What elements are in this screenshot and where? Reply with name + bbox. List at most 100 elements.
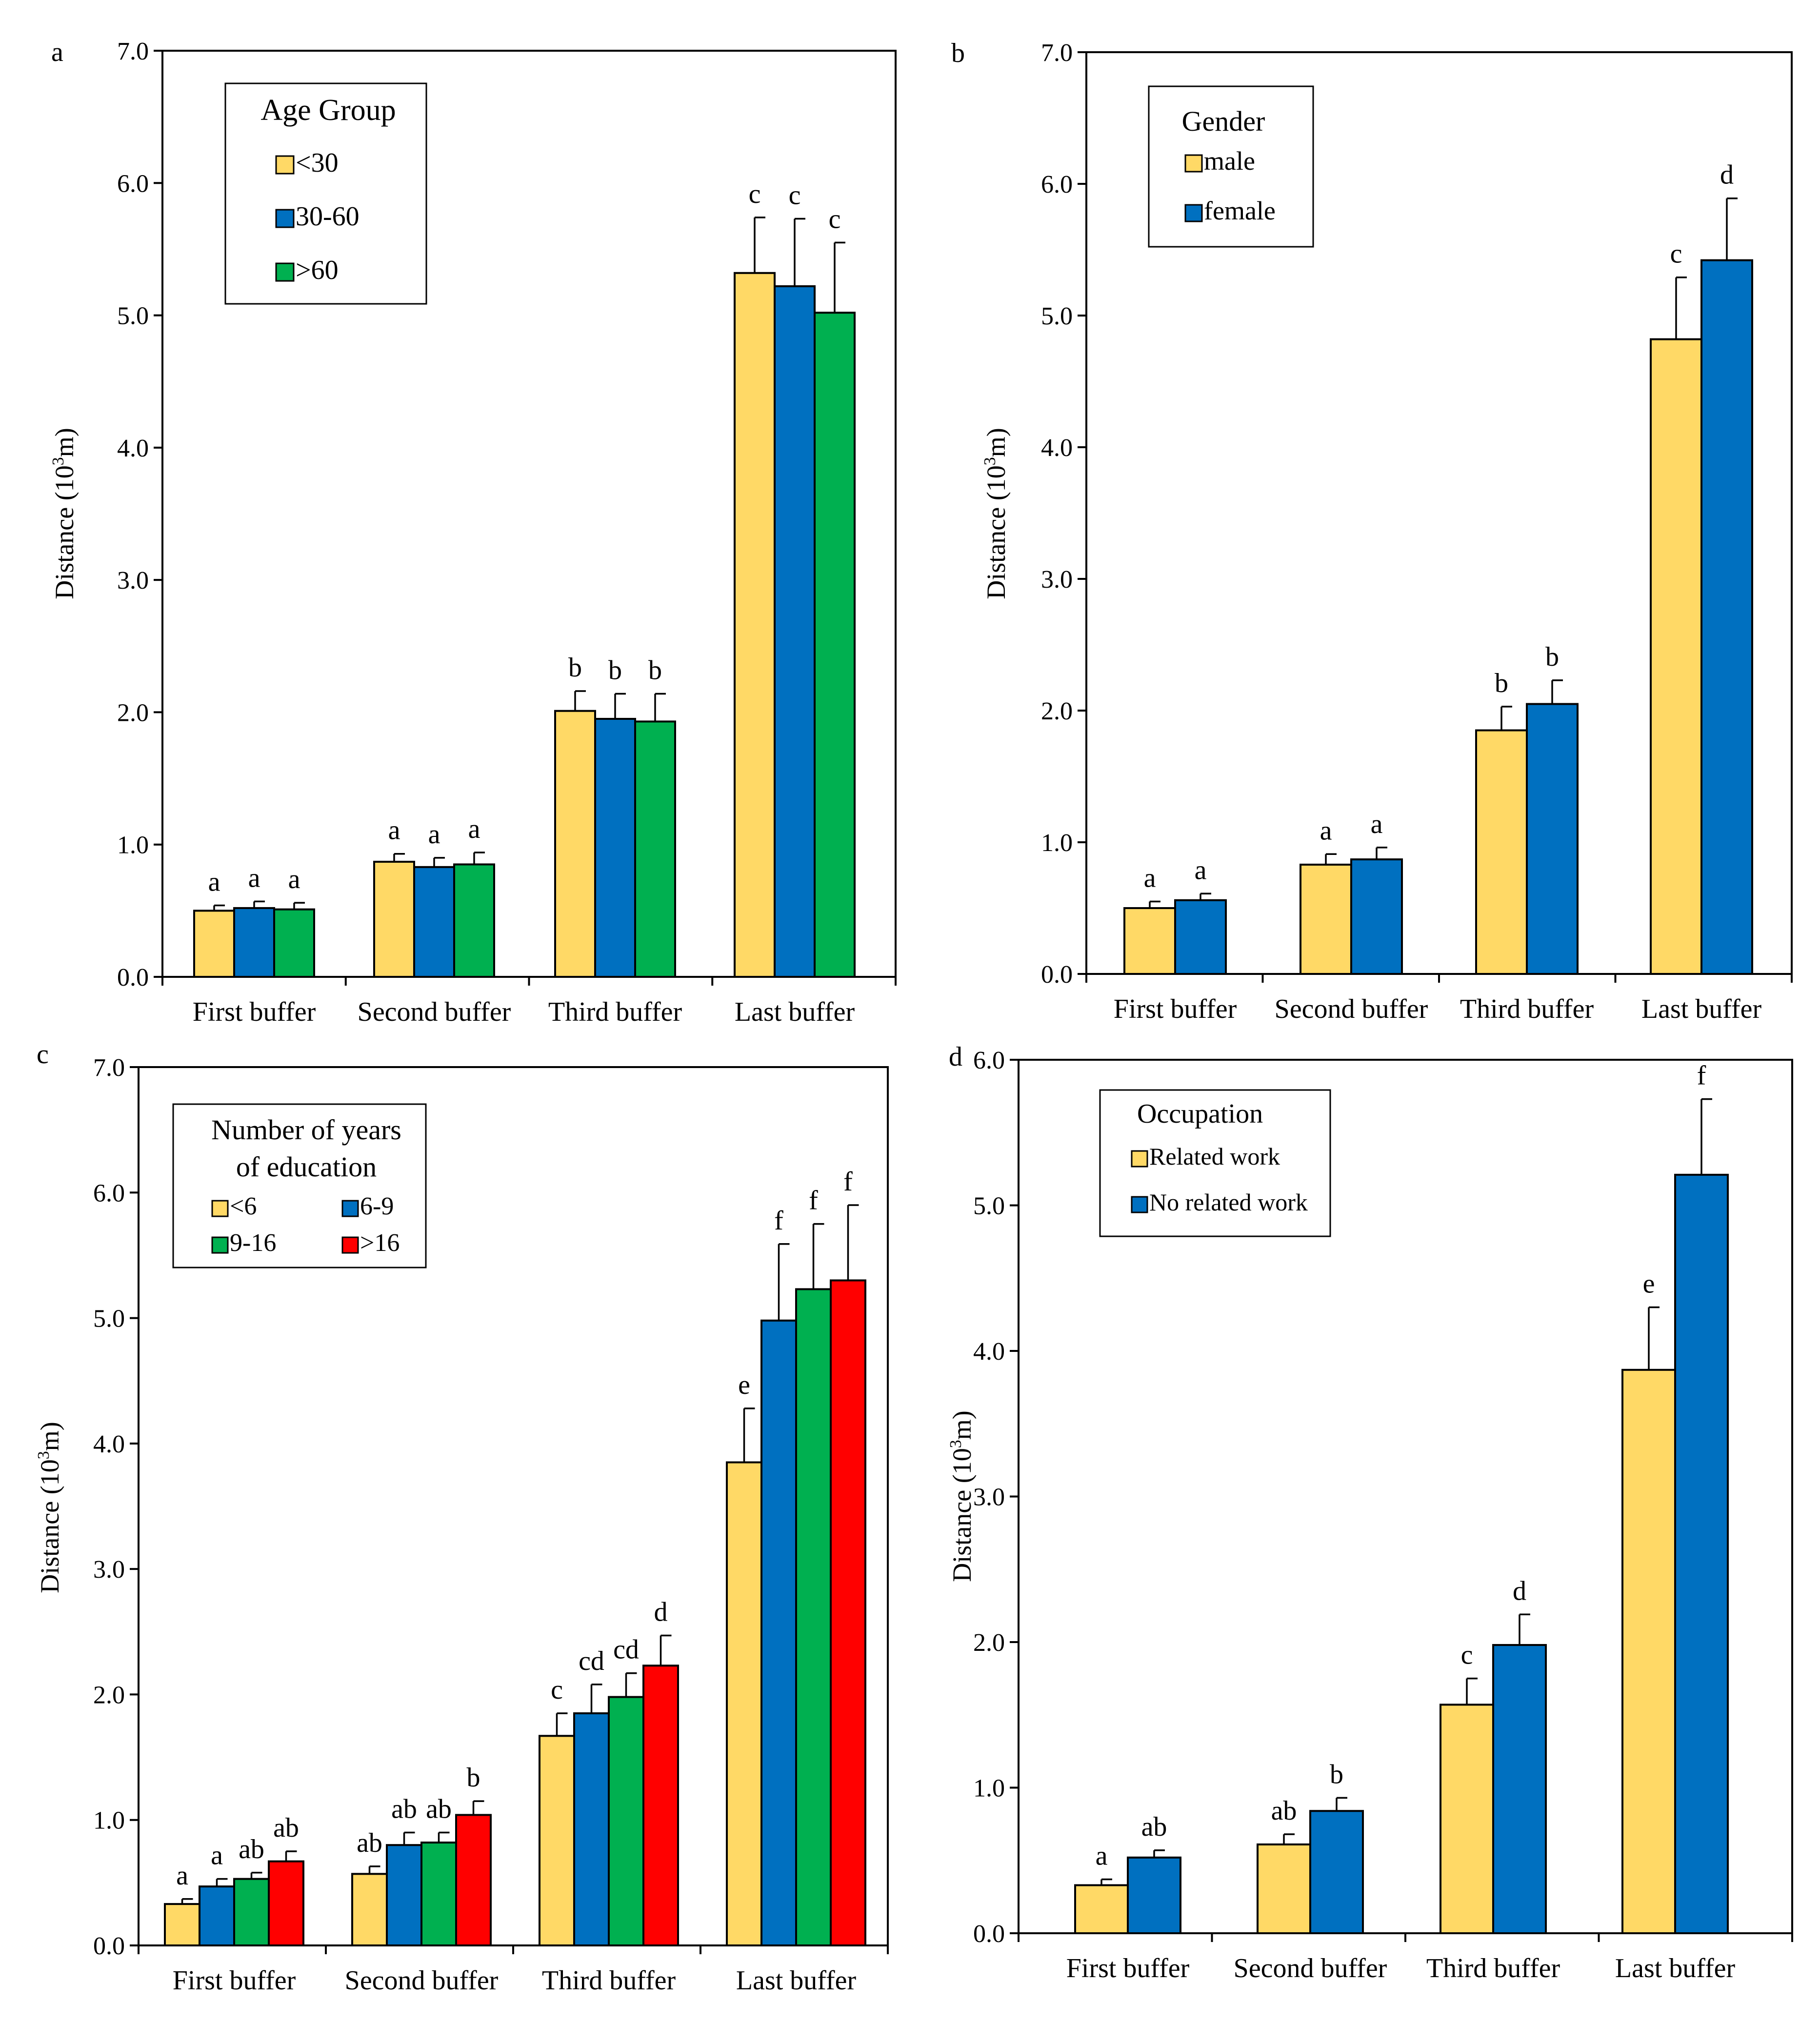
- data-label: a: [468, 814, 480, 844]
- x-tick-label: Last buffer: [1615, 1953, 1736, 1983]
- data-label: ab: [1141, 1812, 1167, 1842]
- legend-swatch: [1131, 1196, 1148, 1213]
- data-label: b: [568, 653, 582, 683]
- legend-swatch: [275, 155, 295, 175]
- y-tick-label: 6.0: [117, 170, 149, 198]
- data-label: a: [388, 815, 400, 846]
- y-tick-label: 0.0: [93, 1932, 125, 1960]
- bar: [1123, 907, 1176, 975]
- y-axis-label-sup: 3: [947, 1440, 965, 1448]
- legend-swatch: [1184, 204, 1203, 222]
- bar: [1700, 259, 1753, 975]
- y-tick-label: 5.0: [117, 302, 149, 330]
- y-tick-label: 5.0: [973, 1192, 1005, 1220]
- legend-label: 30-60: [296, 201, 360, 232]
- y-axis-label: Distance (103m): [49, 428, 79, 599]
- data-label: d: [1513, 1576, 1526, 1606]
- bar: [1492, 1644, 1547, 1934]
- y-axis-label-main: Distance (10: [50, 465, 79, 599]
- bar: [1174, 899, 1227, 975]
- x-tick-label: Third buffer: [1460, 994, 1594, 1024]
- bar: [608, 1696, 644, 1946]
- x-tick-label: Second buffer: [345, 1965, 499, 1996]
- bar: [1300, 863, 1352, 975]
- y-axis-label-main: Distance (10: [947, 1448, 977, 1582]
- y-tick-label: 5.0: [93, 1305, 125, 1333]
- data-label: a: [288, 864, 300, 894]
- data-label: f: [1697, 1061, 1706, 1091]
- y-tick-label: 0.0: [117, 964, 149, 991]
- data-label: a: [208, 867, 220, 897]
- x-tick-label: Third buffer: [542, 1965, 676, 1996]
- y-axis-label: Distance (103m): [947, 1410, 977, 1582]
- y-tick-label: 7.0: [117, 38, 149, 65]
- bar: [1526, 703, 1579, 975]
- bar: [1074, 1884, 1129, 1935]
- x-tick-label: Third buffer: [1426, 1953, 1560, 1983]
- data-label: f: [809, 1186, 818, 1216]
- data-label: a: [1195, 855, 1207, 885]
- bar: [830, 1279, 866, 1946]
- data-label: ab: [239, 1834, 264, 1864]
- data-label: a: [248, 863, 260, 893]
- data-label: a: [1144, 863, 1156, 893]
- y-tick-label: 6.0: [1041, 171, 1073, 198]
- legend-box: [1148, 85, 1314, 248]
- y-tick-label: 3.0: [1041, 566, 1073, 594]
- data-label: c: [829, 204, 841, 234]
- data-label: a: [428, 819, 440, 850]
- bar: [634, 720, 676, 978]
- bar: [386, 1844, 422, 1946]
- y-tick-label: 1.0: [117, 832, 149, 859]
- bar: [726, 1461, 762, 1946]
- data-label: cd: [579, 1646, 604, 1676]
- y-tick-label: 4.0: [117, 435, 149, 462]
- bar: [1257, 1843, 1311, 1935]
- x-tick-label: Last buffer: [1641, 994, 1762, 1024]
- legend-swatch: [275, 262, 295, 282]
- data-label: ab: [1271, 1796, 1297, 1826]
- legend-label: <30: [296, 148, 339, 178]
- y-tick-label: 6.0: [93, 1179, 125, 1207]
- bar: [594, 717, 636, 978]
- legend-title: of education: [236, 1151, 377, 1183]
- legend: Gender male female: [1148, 85, 1314, 248]
- bar: [273, 908, 315, 978]
- legend: Occupation Related work No related work: [1099, 1089, 1331, 1237]
- y-axis-label-tail: m): [981, 428, 1011, 457]
- y-axis-label-main: Distance (10: [981, 465, 1011, 599]
- data-label: b: [1545, 642, 1559, 672]
- y-tick-label: 1.0: [973, 1775, 1005, 1803]
- panel-label: b: [951, 38, 965, 68]
- data-label: a: [1320, 815, 1332, 846]
- x-tick-label: Second buffer: [358, 997, 511, 1027]
- y-tick-label: 2.0: [117, 699, 149, 727]
- data-label: ab: [426, 1794, 452, 1824]
- legend-swatch: [341, 1236, 359, 1254]
- bar: [164, 1903, 200, 1946]
- bar: [1475, 729, 1528, 975]
- y-tick-label: 2.0: [1041, 697, 1073, 725]
- y-axis-label-main: Distance (10: [35, 1459, 64, 1593]
- y-axis-label-sup: 3: [981, 457, 999, 465]
- y-tick-label: 0.0: [1041, 961, 1073, 989]
- y-tick-label: 2.0: [973, 1629, 1005, 1657]
- x-tick-label: Last buffer: [736, 1965, 857, 1996]
- y-tick-label: 4.0: [973, 1338, 1005, 1366]
- legend-title: Gender: [1182, 105, 1265, 137]
- legend-label: 9-16: [230, 1229, 276, 1257]
- y-axis-label-tail: m): [35, 1422, 64, 1451]
- legend-label: >60: [296, 255, 339, 285]
- data-label: a: [211, 1841, 223, 1871]
- data-label: b: [1495, 668, 1508, 698]
- bar: [1621, 1368, 1676, 1934]
- bar: [795, 1288, 832, 1946]
- bar: [814, 312, 856, 978]
- y-tick-label: 3.0: [973, 1484, 1005, 1511]
- x-tick-label: Last buffer: [735, 997, 855, 1027]
- legend: Number of years of education <6 6-9 9-16 >16: [172, 1103, 427, 1269]
- bar: [199, 1885, 235, 1946]
- y-axis-label-sup: 3: [49, 457, 67, 465]
- data-label: e: [1643, 1269, 1655, 1299]
